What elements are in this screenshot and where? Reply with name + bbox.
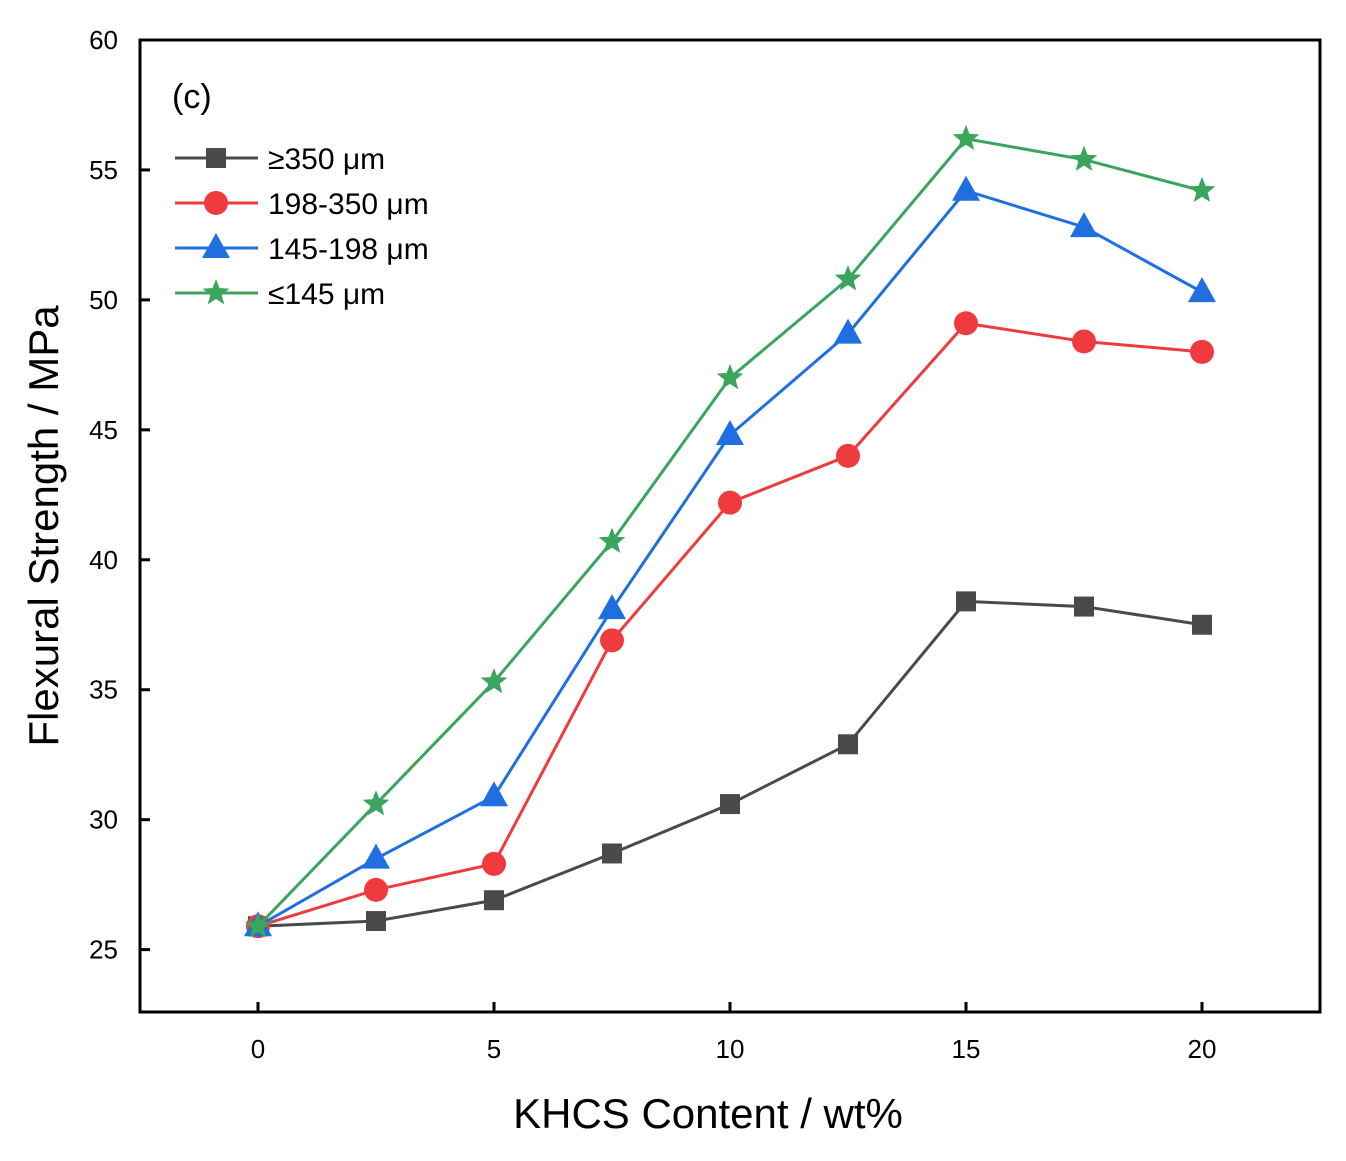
y-tick-label: 25 [89, 935, 118, 965]
legend-marker-square [206, 148, 226, 168]
y-tick-label: 60 [89, 25, 118, 55]
data-point-triangle [1188, 277, 1216, 303]
data-point-star [1188, 176, 1216, 203]
axis-ticks: 0 5 10 15 20 25 30 35 40 45 50 55 60 [89, 25, 1216, 1064]
legend-label: ≤145 μm [268, 278, 385, 311]
series-line [257, 321, 1203, 928]
y-tick-label: 55 [89, 155, 118, 185]
data-point-circle [600, 628, 624, 653]
legend-label: 145-198 μm [268, 233, 429, 266]
series-circle [246, 311, 1214, 939]
legend-item: ≥350 μm [175, 143, 385, 176]
y-axis-title: Flexural Strength / MPa [20, 305, 67, 747]
y-tick-label: 35 [89, 675, 118, 705]
data-point-square [366, 911, 386, 932]
data-point-star [480, 667, 508, 694]
data-point-star [1070, 145, 1098, 171]
data-point-triangle [480, 781, 508, 807]
legend: ≥350 μm 198-350 μm 145-198 μm ≤145 μm [175, 143, 429, 311]
data-point-triangle [834, 318, 862, 344]
series-square [248, 591, 1212, 937]
data-point-square [838, 734, 858, 755]
data-point-square [720, 794, 740, 815]
panel-label: (c) [172, 78, 212, 116]
data-point-square [1074, 596, 1094, 617]
data-point-star [952, 124, 980, 151]
y-tick-label: 30 [89, 805, 118, 835]
y-tick-label: 40 [89, 545, 118, 575]
legend-label: ≥350 μm [268, 143, 385, 176]
x-tick-label: 5 [487, 1034, 501, 1064]
data-point-square [484, 890, 504, 911]
data-point-triangle [598, 594, 626, 620]
data-point-triangle [952, 175, 980, 201]
legend-item: 198-350 μm [175, 188, 429, 221]
legend-marker-star [202, 279, 230, 305]
data-point-triangle [716, 420, 744, 446]
data-series [244, 124, 1216, 939]
data-point-circle [954, 311, 978, 336]
legend-label: 198-350 μm [268, 188, 429, 221]
data-point-circle [482, 851, 506, 876]
data-point-circle [836, 443, 860, 468]
legend-marker-triangle [202, 233, 230, 258]
data-point-triangle [1070, 212, 1098, 238]
series-star [244, 124, 1216, 938]
data-point-star [244, 912, 272, 938]
x-tick-label: 15 [952, 1034, 981, 1064]
data-point-star [598, 527, 626, 553]
y-tick-label: 45 [89, 415, 118, 445]
data-point-circle [364, 877, 388, 902]
legend-marker-circle [204, 191, 228, 215]
data-point-square [1192, 614, 1212, 635]
series-line [257, 189, 1203, 928]
data-point-square [956, 591, 976, 612]
data-point-star [716, 363, 744, 390]
series-line [257, 599, 1203, 928]
x-axis-title: KHCS Content / wt% [513, 1090, 903, 1137]
data-point-star [362, 790, 390, 816]
x-tick-label: 20 [1188, 1034, 1217, 1064]
legend-item: ≤145 μm [175, 278, 385, 311]
legend-item: 145-198 μm [175, 233, 429, 266]
x-tick-label: 10 [716, 1034, 745, 1064]
data-point-star [834, 265, 862, 291]
x-tick-label: 0 [251, 1034, 265, 1064]
data-point-circle [1072, 329, 1096, 354]
data-point-circle [1190, 339, 1214, 364]
series-triangle [244, 175, 1216, 937]
y-tick-label: 50 [89, 285, 118, 315]
data-point-triangle [362, 843, 390, 869]
data-point-square [602, 843, 622, 864]
data-point-circle [718, 490, 742, 515]
